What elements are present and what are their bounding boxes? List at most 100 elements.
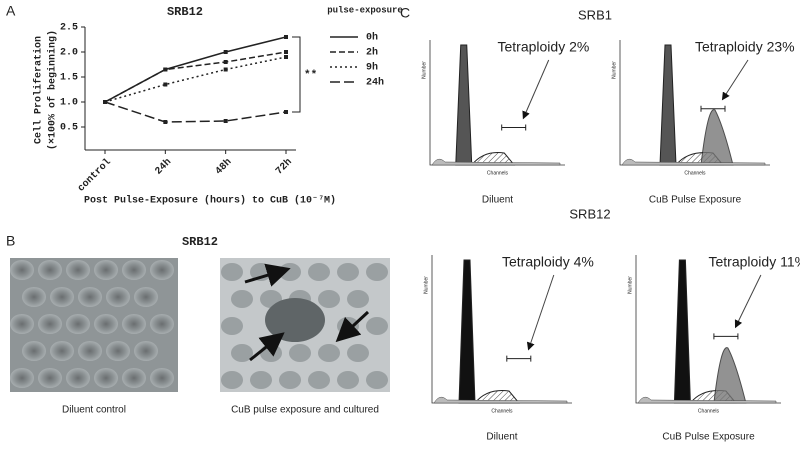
cell (221, 371, 243, 389)
chart-title: SRB12 (167, 5, 203, 19)
g2-peak (700, 109, 734, 166)
g1-peak (455, 44, 473, 166)
cell (38, 314, 62, 334)
marker (284, 110, 288, 114)
series-line (104, 101, 287, 123)
pointer (526, 274, 555, 351)
marker (223, 119, 228, 123)
y-tick-label: 1.5 (60, 73, 78, 84)
cell (106, 341, 130, 361)
marker (223, 60, 228, 64)
cell (150, 368, 174, 388)
cell (250, 371, 272, 389)
cell (122, 368, 146, 388)
cell (221, 263, 243, 281)
caption: Diluent (486, 432, 517, 443)
cell (337, 371, 359, 389)
x-tick-label: 72h (273, 156, 294, 177)
annotation: Tetraploidy 4% (502, 254, 594, 270)
cell (150, 260, 174, 280)
cell (50, 287, 74, 307)
cell (318, 290, 340, 308)
baseline-fill (621, 158, 766, 166)
series-line (104, 56, 287, 103)
arrow (244, 263, 291, 287)
axis-label: Channels (491, 408, 513, 414)
legend-label: 9h (366, 62, 378, 74)
gate (700, 105, 726, 112)
cell (78, 287, 102, 307)
cell (134, 287, 158, 307)
axis-label: Number (423, 276, 429, 294)
cell (94, 368, 118, 388)
g1-peak (458, 259, 476, 404)
cell (150, 314, 174, 334)
cell (66, 260, 90, 280)
series-line (104, 51, 287, 103)
cell (106, 287, 130, 307)
axis-label: Number (421, 61, 427, 79)
caption: CuB Pulse Exposure (649, 195, 742, 206)
marker (163, 67, 168, 72)
legend-label: 24h (366, 77, 384, 89)
legend-title: pulse-exposure (327, 5, 403, 15)
cell (279, 371, 301, 389)
arrow (249, 332, 285, 362)
cell (10, 260, 34, 280)
marker (163, 120, 168, 124)
cell (50, 341, 74, 361)
axis-label: Number (627, 276, 633, 294)
axes (429, 40, 565, 166)
x-tick-label: control (76, 156, 114, 194)
caption: Diluent control (62, 405, 126, 416)
marker (284, 55, 288, 59)
cell (221, 317, 243, 335)
baseline-fill (431, 158, 561, 166)
pointer (522, 59, 550, 120)
cell (308, 263, 330, 281)
cell (289, 344, 311, 362)
annotation: Tetraploidy 2% (498, 39, 590, 55)
y-tick-label: 2.0 (60, 48, 78, 59)
cell (38, 368, 62, 388)
y-tick-label: 2.5 (60, 23, 78, 34)
cell (308, 371, 330, 389)
baseline-fill (433, 396, 568, 404)
marker (163, 82, 168, 87)
histograms: SRB1 Channels Number Tetraploidy 2% Diluent C… (421, 7, 800, 442)
micrograph (10, 258, 178, 392)
legend-label: 2h (366, 47, 378, 59)
marker (284, 50, 288, 54)
caption: CuB Pulse Exposure (662, 432, 755, 443)
section-title: SRB12 (569, 206, 610, 221)
cell (366, 371, 388, 389)
annotation: ** (304, 69, 317, 81)
panel-title: SRB12 (182, 235, 218, 249)
annotation: Tetraploidy 23% (695, 39, 795, 55)
cell (231, 290, 253, 308)
caption: CuB pulse exposure and cultured (231, 405, 379, 416)
cell (22, 287, 46, 307)
panel-label: A (6, 3, 16, 19)
marker (284, 35, 288, 39)
axes (635, 255, 781, 404)
marker (223, 50, 228, 54)
marker (103, 100, 107, 104)
g1-peak (659, 44, 677, 166)
axis-label: Channels (684, 170, 706, 176)
arrow (335, 310, 370, 343)
marker (223, 67, 228, 72)
s-phase (470, 152, 516, 166)
cell (66, 368, 90, 388)
cells (221, 263, 388, 389)
pointer (734, 274, 762, 329)
gate (506, 355, 532, 362)
section-title: SRB1 (578, 7, 612, 22)
gate (713, 333, 739, 340)
cell (347, 344, 369, 362)
cell (122, 260, 146, 280)
axes (431, 255, 572, 404)
cell (22, 341, 46, 361)
cell (66, 314, 90, 334)
